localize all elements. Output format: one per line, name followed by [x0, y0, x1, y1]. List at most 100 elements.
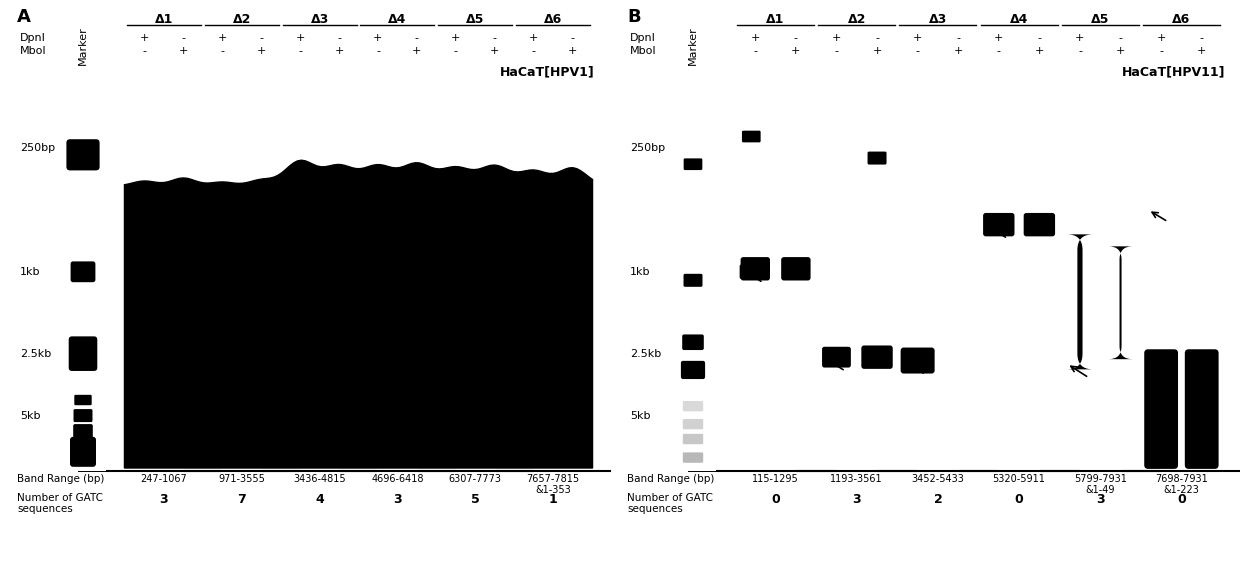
Text: -: - — [492, 33, 497, 43]
Text: 5320-5911: 5320-5911 — [993, 474, 1045, 484]
Text: +: + — [412, 46, 422, 56]
Text: -: - — [753, 46, 758, 56]
FancyBboxPatch shape — [1024, 213, 1055, 236]
Text: +: + — [994, 33, 1003, 43]
Text: Δ4: Δ4 — [1009, 13, 1028, 26]
Text: -: - — [794, 33, 797, 43]
Text: 3: 3 — [852, 493, 861, 506]
FancyBboxPatch shape — [683, 434, 703, 444]
Text: Δ5: Δ5 — [1091, 13, 1110, 26]
Text: 2: 2 — [934, 493, 942, 506]
FancyBboxPatch shape — [365, 321, 392, 337]
Text: 0: 0 — [771, 493, 780, 506]
Text: -: - — [1159, 46, 1163, 56]
FancyBboxPatch shape — [69, 437, 95, 467]
Text: 1: 1 — [549, 493, 558, 506]
Text: 115-1295: 115-1295 — [753, 474, 799, 484]
Text: -: - — [415, 33, 419, 43]
Text: 7698-7931
&1-223: 7698-7931 &1-223 — [1154, 474, 1208, 495]
Text: +: + — [295, 33, 305, 43]
Text: +: + — [1197, 46, 1207, 56]
Text: -: - — [835, 46, 838, 56]
FancyBboxPatch shape — [67, 139, 99, 170]
Text: +: + — [568, 46, 578, 56]
FancyBboxPatch shape — [683, 452, 703, 463]
FancyBboxPatch shape — [822, 347, 851, 367]
FancyBboxPatch shape — [1066, 235, 1092, 369]
Text: Marker: Marker — [78, 27, 88, 65]
FancyBboxPatch shape — [491, 269, 498, 274]
Text: +: + — [1157, 33, 1166, 43]
FancyBboxPatch shape — [289, 277, 311, 291]
FancyBboxPatch shape — [682, 335, 704, 350]
Text: Δ4: Δ4 — [388, 13, 407, 26]
Text: +: + — [451, 33, 460, 43]
FancyBboxPatch shape — [257, 354, 265, 360]
FancyBboxPatch shape — [207, 341, 237, 367]
Text: +: + — [257, 46, 265, 56]
Text: 0: 0 — [1177, 493, 1185, 506]
Text: -: - — [997, 46, 1001, 56]
Text: A: A — [17, 8, 31, 26]
Text: 1193-3561: 1193-3561 — [831, 474, 883, 484]
Text: 4696-6418: 4696-6418 — [371, 474, 424, 484]
Text: 3: 3 — [393, 493, 402, 506]
Text: Δ1: Δ1 — [155, 13, 174, 26]
FancyBboxPatch shape — [414, 235, 420, 239]
FancyBboxPatch shape — [1109, 247, 1132, 359]
Text: -: - — [570, 33, 574, 43]
Text: -: - — [454, 46, 458, 56]
FancyBboxPatch shape — [740, 257, 770, 281]
Text: 3: 3 — [160, 493, 169, 506]
Text: 6307-7773: 6307-7773 — [449, 474, 502, 484]
FancyBboxPatch shape — [366, 265, 389, 279]
Text: 1kb: 1kb — [630, 267, 651, 277]
Text: -: - — [1200, 33, 1204, 43]
FancyBboxPatch shape — [170, 237, 196, 255]
FancyBboxPatch shape — [441, 326, 470, 341]
Text: +: + — [1034, 46, 1044, 56]
Text: +: + — [217, 33, 227, 43]
Text: +: + — [179, 46, 188, 56]
FancyBboxPatch shape — [900, 348, 935, 374]
Text: +: + — [1116, 46, 1125, 56]
FancyBboxPatch shape — [683, 401, 703, 411]
FancyBboxPatch shape — [68, 336, 97, 371]
Text: +: + — [373, 33, 383, 43]
FancyBboxPatch shape — [335, 354, 343, 360]
FancyBboxPatch shape — [742, 131, 760, 143]
Text: sequences: sequences — [627, 504, 683, 514]
Text: Δ5: Δ5 — [466, 13, 485, 26]
Text: -: - — [221, 46, 224, 56]
FancyBboxPatch shape — [781, 257, 811, 281]
FancyBboxPatch shape — [683, 274, 703, 287]
FancyBboxPatch shape — [983, 213, 1014, 236]
FancyBboxPatch shape — [336, 254, 342, 260]
Text: -: - — [956, 33, 960, 43]
Text: B: B — [627, 8, 641, 26]
FancyBboxPatch shape — [74, 395, 92, 405]
FancyBboxPatch shape — [335, 286, 343, 291]
Text: Δ3: Δ3 — [929, 13, 947, 26]
FancyBboxPatch shape — [1145, 349, 1178, 469]
Text: +: + — [750, 33, 760, 43]
Text: -: - — [875, 33, 879, 43]
Text: 5: 5 — [471, 493, 480, 506]
Text: -: - — [532, 46, 536, 56]
Text: -: - — [376, 46, 379, 56]
Text: +: + — [913, 33, 923, 43]
Text: 5kb: 5kb — [20, 411, 41, 420]
FancyBboxPatch shape — [681, 361, 706, 379]
Text: DpnI: DpnI — [630, 33, 656, 43]
Text: 2.5kb: 2.5kb — [630, 349, 661, 358]
Text: 3: 3 — [1096, 493, 1105, 506]
Text: 250bp: 250bp — [630, 143, 665, 153]
Text: -: - — [143, 46, 146, 56]
Text: +: + — [1075, 33, 1085, 43]
Text: Δ2: Δ2 — [233, 13, 250, 26]
Text: -: - — [915, 46, 920, 56]
Text: DpnI: DpnI — [20, 33, 46, 43]
FancyBboxPatch shape — [559, 216, 587, 236]
Text: -: - — [1078, 46, 1083, 56]
Polygon shape — [124, 160, 593, 468]
